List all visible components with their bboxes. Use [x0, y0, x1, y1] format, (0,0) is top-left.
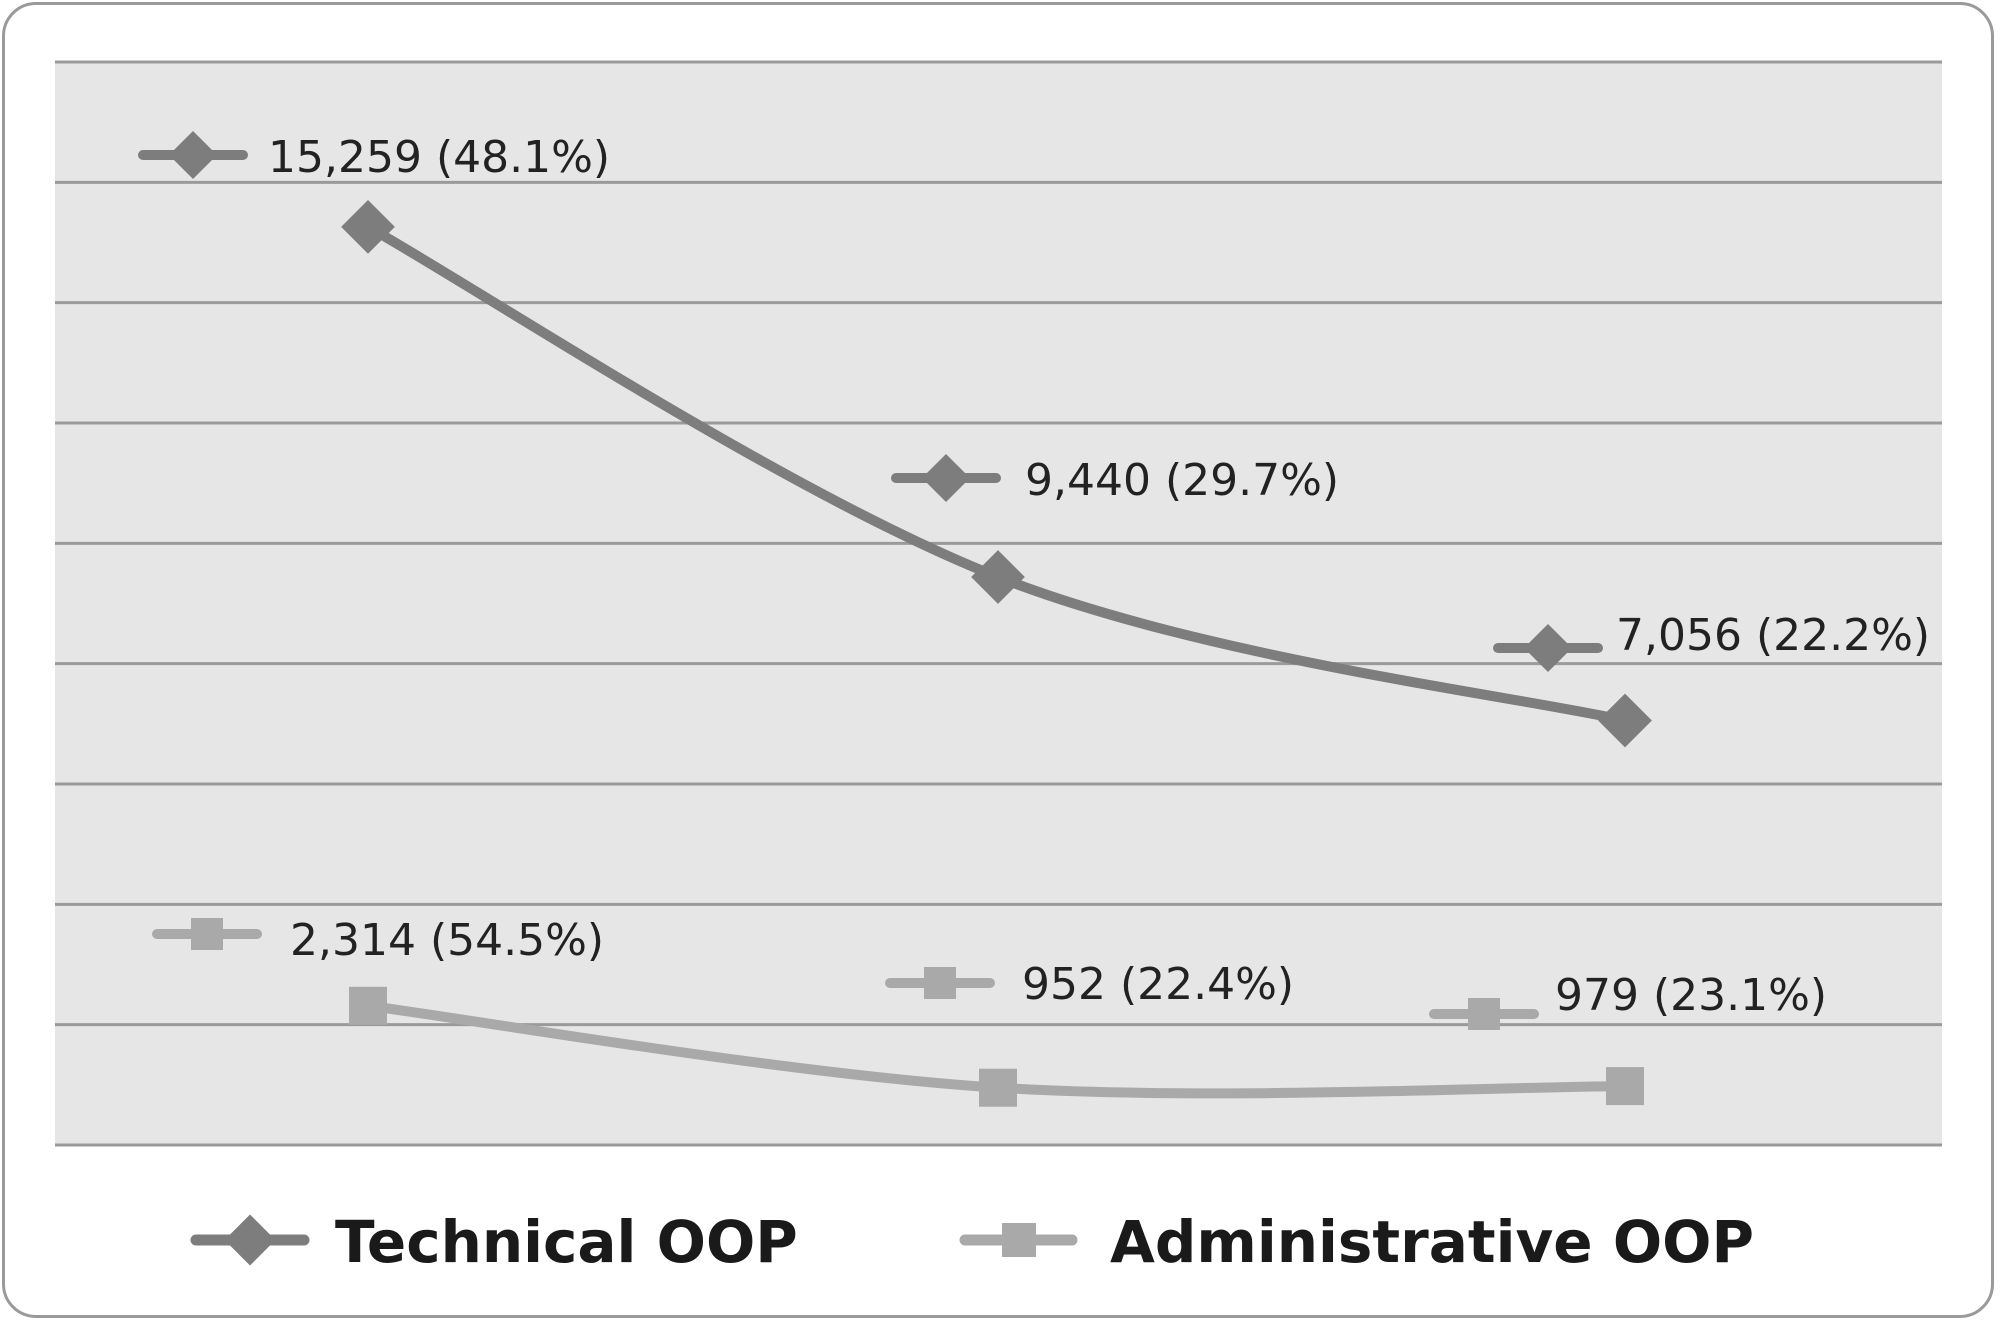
label-key-square-icon	[924, 967, 956, 999]
point-administrative-oop-2	[979, 1068, 1017, 1107]
legend-label-technical-oop: Technical OOP	[335, 1208, 798, 1276]
legend-square-icon	[1002, 1223, 1036, 1257]
label-key-square-icon	[191, 918, 223, 950]
point-administrative-oop-3	[1606, 1067, 1644, 1106]
data-label-administrative-oop-1: 2,314 (54.5%)	[290, 915, 604, 966]
data-label-administrative-oop-2: 952 (22.4%)	[1022, 959, 1294, 1010]
label-key-diamond-icon	[921, 453, 971, 503]
legend: Technical OOP Administrative OOP	[190, 1208, 1754, 1276]
label-key-diamond-icon	[168, 130, 218, 180]
legend-label-administrative-oop: Administrative OOP	[1110, 1208, 1754, 1276]
point-technical-oop-1	[341, 200, 395, 254]
point-administrative-oop-1	[349, 986, 387, 1025]
legend-item-technical-oop: Technical OOP	[190, 1208, 798, 1276]
data-label-technical-oop-1: 15,259 (48.1%)	[268, 132, 610, 183]
legend-diamond-icon	[224, 1214, 276, 1266]
data-label-technical-oop-3: 7,056 (22.2%)	[1616, 610, 1930, 661]
label-key-square-icon	[1468, 998, 1500, 1030]
data-label-technical-oop-2: 9,440 (29.7%)	[1025, 455, 1339, 506]
gridlines	[55, 60, 1942, 1147]
legend-item-administrative-oop: Administrative OOP	[959, 1208, 1754, 1276]
data-label-administrative-oop-3: 979 (23.1%)	[1555, 970, 1827, 1021]
